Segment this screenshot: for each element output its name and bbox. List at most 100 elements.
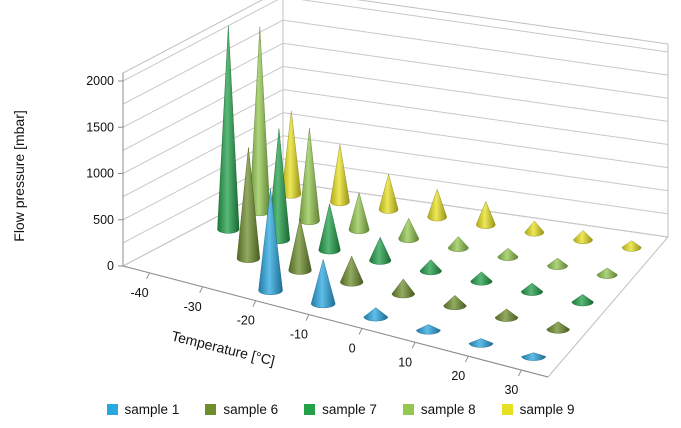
legend-item: sample 6 <box>205 402 278 417</box>
legend-item: sample 7 <box>304 402 377 417</box>
cone-body <box>524 220 545 237</box>
cone-body <box>521 352 546 361</box>
cone-body <box>427 188 447 222</box>
legend-label: sample 6 <box>223 402 279 417</box>
x-axis-title: Temperature [°C] <box>170 328 277 369</box>
cone <box>621 240 642 252</box>
legend-label: sample 8 <box>420 402 476 417</box>
x-tick-label: -20 <box>237 314 255 328</box>
cone <box>318 203 341 255</box>
cone-body <box>571 294 594 307</box>
x-tick-label: -10 <box>290 328 308 342</box>
cone-body <box>494 308 519 322</box>
gridline <box>122 88 669 174</box>
cone <box>524 220 545 237</box>
cone <box>299 128 320 226</box>
cone <box>573 230 593 244</box>
cone-body <box>236 147 261 263</box>
x-tick-label: 20 <box>451 369 465 383</box>
cone-body <box>470 271 493 286</box>
legend-label: sample 9 <box>519 402 575 417</box>
z-axis-title: Flow pressure [mbar] <box>11 110 27 241</box>
gridline <box>122 181 669 267</box>
cone <box>310 258 336 309</box>
z-tick-label: 0 <box>107 259 114 273</box>
cone-body <box>398 217 420 243</box>
cone-body <box>443 295 467 310</box>
x-tick-mark <box>252 300 257 307</box>
legend-label: sample 7 <box>322 402 377 417</box>
cone <box>447 236 469 252</box>
cone-body <box>447 236 469 252</box>
cone-body <box>596 267 618 279</box>
x-tick-label: -30 <box>184 300 202 314</box>
cone-body <box>391 278 415 299</box>
cone-body <box>348 191 370 235</box>
z-tick-label: 500 <box>93 213 114 227</box>
cone-body <box>258 188 283 295</box>
cone-body <box>330 144 350 207</box>
z-tick-label: 2000 <box>86 74 114 88</box>
cone <box>468 338 494 348</box>
x-tick-mark <box>146 272 151 280</box>
x-tick-label: 0 <box>349 341 356 355</box>
legend-item: sample 8 <box>402 402 476 417</box>
cone <box>521 282 544 296</box>
cone-body <box>521 282 544 296</box>
cone-body <box>468 338 494 348</box>
cone-body <box>299 128 320 226</box>
x-tick-label: 10 <box>398 355 412 369</box>
cone <box>547 257 568 270</box>
x-axis-line <box>122 265 549 378</box>
cone <box>330 144 350 207</box>
cone-body <box>573 230 593 244</box>
legend: sample 1 sample 6 sample 7 sample 8 sample 9 <box>0 402 681 417</box>
cone-body <box>621 240 642 252</box>
cone <box>236 147 261 263</box>
x-tick-mark <box>305 314 310 321</box>
cone <box>443 295 467 310</box>
legend-swatch <box>205 404 217 415</box>
z-tick-label: 1500 <box>86 120 114 134</box>
chart-walls <box>121 0 669 378</box>
cone-body <box>419 259 442 276</box>
cone <box>419 259 442 276</box>
gridline <box>122 135 669 221</box>
cone <box>363 307 389 322</box>
cone <box>546 321 570 334</box>
cone <box>258 188 283 295</box>
cone-body <box>369 236 392 265</box>
cone <box>348 191 370 235</box>
x-tick-label: 30 <box>504 383 518 397</box>
gridline <box>122 0 669 82</box>
gridline <box>122 158 669 244</box>
cone <box>571 294 594 307</box>
cone-body <box>310 258 336 309</box>
cone <box>391 278 415 299</box>
x-tick-mark <box>517 369 522 377</box>
cone-body <box>288 218 312 275</box>
x-tick-mark <box>411 342 416 349</box>
cone-body <box>416 324 441 335</box>
gridline <box>122 112 669 198</box>
cone <box>476 200 496 229</box>
cone <box>398 217 420 243</box>
x-tick-label: -40 <box>131 286 149 300</box>
cone-body <box>497 247 519 261</box>
cone-body <box>363 307 389 322</box>
legend-item: sample 9 <box>501 402 575 417</box>
chart-cones <box>217 25 642 361</box>
cone <box>596 267 618 279</box>
cone <box>369 236 392 265</box>
cone-body <box>340 255 364 287</box>
cone <box>288 218 312 275</box>
chart-axes <box>118 73 549 378</box>
cone-body <box>546 321 570 334</box>
cone-body <box>476 200 496 229</box>
chart-tick-labels: 0 500 1000 1500 2000 -40 -30 -20 -10 0 10 20 30 <box>86 74 518 397</box>
legend-label: sample 1 <box>124 402 180 417</box>
legend-swatch <box>501 404 513 415</box>
z-tick-label: 1000 <box>86 167 114 181</box>
cone-body <box>318 203 341 255</box>
x-tick-mark <box>199 286 204 294</box>
